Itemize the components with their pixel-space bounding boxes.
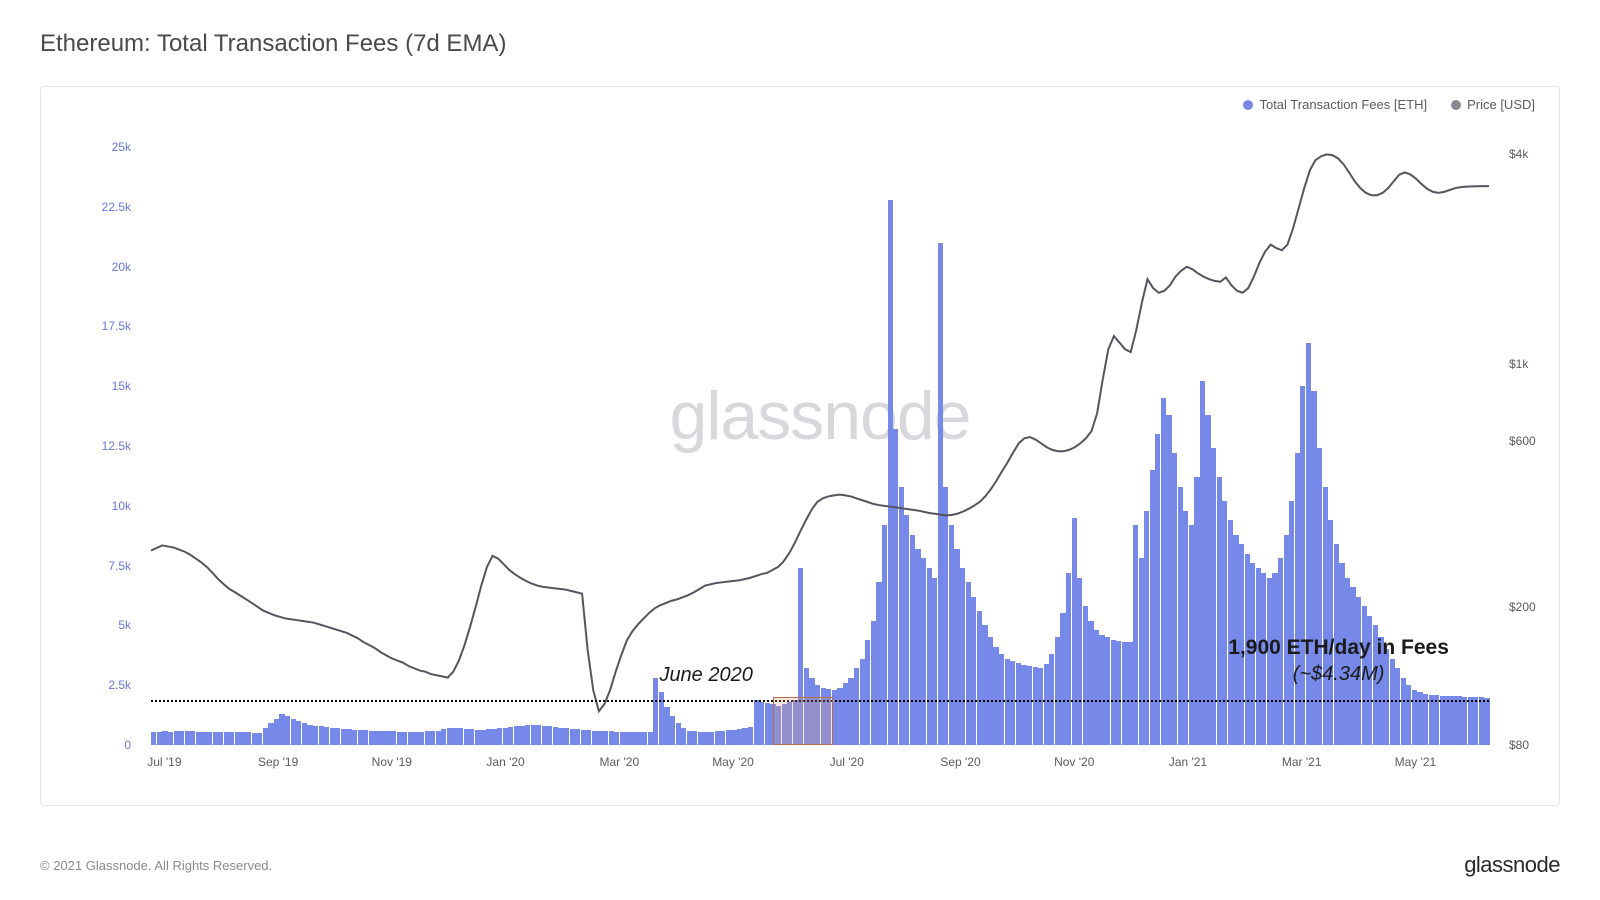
x-tick: May '21	[1395, 755, 1437, 769]
x-tick: Nov '19	[372, 755, 412, 769]
y-right-tick: $200	[1509, 600, 1536, 614]
x-tick: Jul '19	[147, 755, 181, 769]
legend: Total Transaction Fees [ETH] Price [USD]	[1243, 97, 1535, 112]
legend-label-fees: Total Transaction Fees [ETH]	[1259, 97, 1427, 112]
y-axis-left: 02.5k5k7.5k10k12.5k15k17.5k20k22.5k25k	[41, 147, 141, 745]
y-left-tick: 5k	[118, 618, 131, 632]
y-left-tick: 22.5k	[102, 200, 131, 214]
x-axis: Jul '19Sep '19Nov '19Jan '20Mar '20May '…	[151, 755, 1489, 775]
legend-dot-fees	[1243, 100, 1253, 110]
brand-logo: glassnode	[1464, 852, 1560, 878]
chart-container: Total Transaction Fees [ETH] Price [USD]…	[40, 86, 1560, 806]
plot-area: glassnode June 2020 1,900 ETH/day in Fee…	[151, 147, 1489, 745]
y-right-tick: $80	[1509, 738, 1529, 752]
x-tick: Mar '21	[1282, 755, 1322, 769]
price-path	[151, 154, 1489, 711]
footer: © 2021 Glassnode. All Rights Reserved. g…	[40, 852, 1560, 878]
y-left-tick: 7.5k	[108, 559, 131, 573]
chart-title: Ethereum: Total Transaction Fees (7d EMA…	[40, 30, 1560, 58]
legend-item-fees: Total Transaction Fees [ETH]	[1243, 97, 1427, 112]
y-right-tick: $1k	[1509, 357, 1528, 371]
annotation-june2020: June 2020	[659, 664, 752, 687]
x-tick: Sep '19	[258, 755, 298, 769]
y-left-tick: 17.5k	[102, 319, 131, 333]
y-right-tick: $600	[1509, 434, 1536, 448]
legend-item-price: Price [USD]	[1451, 97, 1535, 112]
annotation-fees-line1: 1,900 ETH/day in Fees	[1228, 634, 1449, 661]
highlight-box-june2020	[773, 697, 833, 745]
x-tick: May '20	[712, 755, 754, 769]
y-axis-right: $80$200$600$1k$4k	[1499, 147, 1559, 745]
y-right-tick: $4k	[1509, 147, 1528, 161]
y-left-tick: 20k	[112, 260, 131, 274]
x-tick: Jan '21	[1169, 755, 1207, 769]
copyright: © 2021 Glassnode. All Rights Reserved.	[40, 858, 272, 873]
y-left-tick: 15k	[112, 379, 131, 393]
y-left-tick: 25k	[112, 140, 131, 154]
y-left-tick: 2.5k	[108, 678, 131, 692]
legend-label-price: Price [USD]	[1467, 97, 1535, 112]
legend-dot-price	[1451, 100, 1461, 110]
annotation-fees-line2: (~$4.34M)	[1228, 661, 1449, 687]
x-tick: Jul '20	[830, 755, 864, 769]
x-tick: Sep '20	[940, 755, 980, 769]
y-left-tick: 12.5k	[102, 439, 131, 453]
x-tick: Nov '20	[1054, 755, 1094, 769]
x-tick: Mar '20	[599, 755, 639, 769]
y-left-tick: 10k	[112, 499, 131, 513]
x-tick: Jan '20	[486, 755, 524, 769]
annotation-fees: 1,900 ETH/day in Fees (~$4.34M)	[1228, 634, 1449, 687]
y-left-tick: 0	[124, 738, 131, 752]
